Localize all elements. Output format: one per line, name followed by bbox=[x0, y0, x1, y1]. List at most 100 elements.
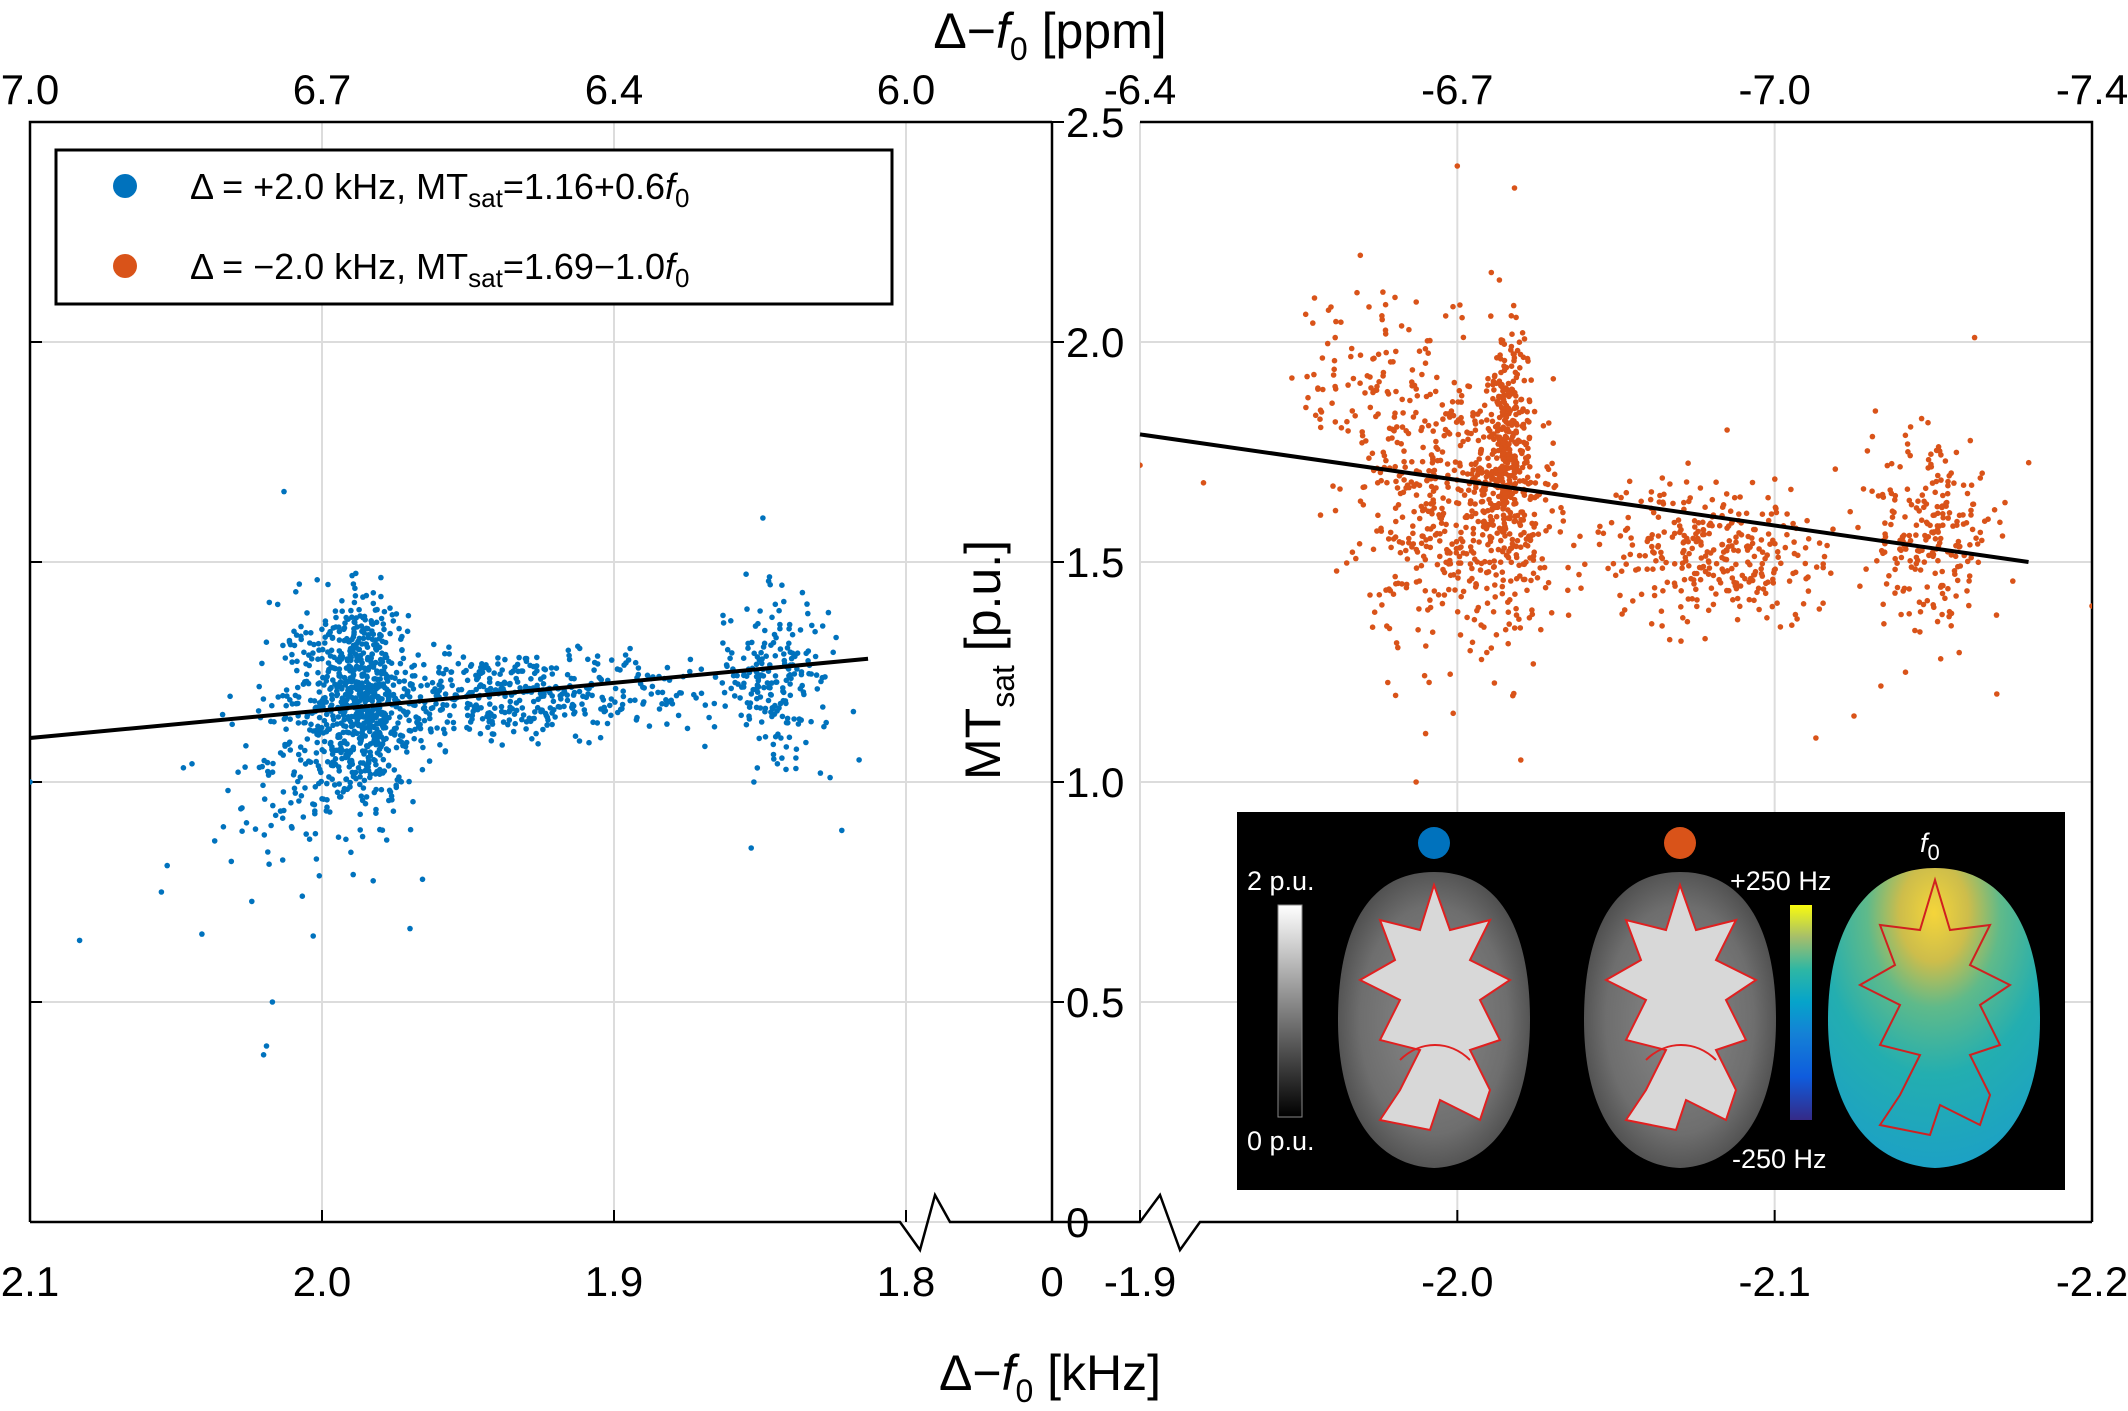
data-point-negative bbox=[1937, 535, 1944, 542]
data-point-positive bbox=[495, 661, 501, 667]
data-point-positive bbox=[329, 635, 336, 641]
data-point-positive bbox=[361, 691, 367, 697]
data-point-negative bbox=[1493, 572, 1499, 578]
data-point-negative bbox=[1577, 533, 1583, 540]
data-point-negative bbox=[1733, 561, 1739, 568]
data-point-positive bbox=[324, 759, 331, 765]
data-point-positive bbox=[303, 629, 309, 636]
data-point-positive bbox=[499, 742, 506, 748]
data-point-positive bbox=[635, 665, 642, 671]
data-point-positive bbox=[513, 675, 519, 682]
data-point-negative bbox=[1675, 517, 1682, 523]
data-point-negative bbox=[1750, 526, 1757, 533]
data-point-negative bbox=[1824, 542, 1830, 549]
data-point-positive bbox=[464, 677, 471, 684]
data-point-positive bbox=[648, 691, 655, 697]
data-point-negative bbox=[1494, 504, 1501, 511]
data-point-negative bbox=[1384, 388, 1391, 395]
data-point-negative bbox=[1676, 523, 1683, 529]
data-point-positive bbox=[388, 710, 395, 716]
data-point-positive bbox=[768, 680, 775, 686]
data-point-positive bbox=[336, 781, 343, 787]
data-point-negative bbox=[1790, 520, 1796, 527]
data-point-negative bbox=[1484, 600, 1491, 606]
data-point-negative bbox=[1966, 578, 1972, 584]
data-point-negative bbox=[1608, 519, 1615, 526]
data-point-negative bbox=[1393, 478, 1399, 485]
data-point-positive bbox=[436, 670, 443, 676]
data-point-negative bbox=[1618, 568, 1625, 574]
data-point-positive bbox=[579, 701, 585, 707]
data-point-positive bbox=[304, 610, 310, 616]
data-point-positive bbox=[416, 716, 422, 722]
data-point-positive bbox=[747, 700, 754, 706]
data-point-negative bbox=[1451, 379, 1458, 386]
bottom-tick-label: 1.8 bbox=[877, 1258, 935, 1305]
data-point-positive bbox=[438, 678, 444, 684]
data-point-positive bbox=[793, 765, 799, 772]
data-point-positive bbox=[396, 625, 402, 632]
data-point-positive bbox=[335, 834, 342, 840]
data-point-negative bbox=[1744, 547, 1751, 553]
data-point-positive bbox=[336, 628, 343, 635]
data-point-positive bbox=[308, 630, 314, 636]
data-point-negative bbox=[1517, 351, 1524, 358]
data-point-negative bbox=[1512, 591, 1518, 597]
data-point-negative bbox=[1820, 564, 1826, 571]
data-point-positive bbox=[316, 714, 323, 721]
bottom-tick-label: 2.0 bbox=[293, 1258, 351, 1305]
data-point-positive bbox=[447, 677, 454, 683]
data-point-negative bbox=[1493, 513, 1500, 520]
axes-frames bbox=[28, 120, 2094, 1253]
data-point-positive bbox=[656, 706, 663, 712]
data-point-positive bbox=[336, 624, 342, 630]
data-point-negative bbox=[1393, 581, 1399, 587]
data-point-positive bbox=[581, 707, 588, 713]
data-point-positive bbox=[451, 703, 457, 709]
data-point-negative bbox=[1897, 464, 1903, 470]
data-point-negative bbox=[1431, 505, 1437, 511]
data-point-negative bbox=[1597, 523, 1603, 530]
data-point-negative bbox=[1469, 639, 1476, 646]
data-point-negative bbox=[1940, 582, 1946, 589]
data-point-positive bbox=[492, 705, 498, 711]
data-point-negative bbox=[1939, 568, 1945, 575]
data-point-negative bbox=[1542, 497, 1549, 503]
data-point-positive bbox=[362, 748, 369, 754]
data-point-positive bbox=[591, 667, 597, 673]
data-point-negative bbox=[1541, 564, 1548, 571]
data-point-positive bbox=[334, 657, 341, 663]
data-point-negative bbox=[1444, 461, 1451, 467]
data-point-positive bbox=[300, 814, 307, 820]
data-point-positive bbox=[823, 719, 829, 726]
data-point-negative bbox=[1539, 556, 1545, 562]
data-point-negative bbox=[1392, 294, 1398, 301]
data-point-negative bbox=[1415, 627, 1421, 633]
data-point-negative bbox=[1464, 614, 1470, 621]
data-point-negative bbox=[1737, 583, 1744, 589]
data-point-negative bbox=[1411, 483, 1417, 489]
data-point-negative bbox=[1329, 400, 1335, 407]
data-point-negative bbox=[1379, 316, 1385, 323]
data-point-positive bbox=[424, 682, 431, 688]
data-point-positive bbox=[471, 704, 478, 710]
y-tick-label: 0 bbox=[1066, 1199, 1089, 1246]
data-point-positive bbox=[791, 716, 797, 722]
data-point-negative bbox=[1869, 433, 1876, 440]
data-point-negative bbox=[1461, 492, 1468, 498]
data-point-negative bbox=[1423, 643, 1429, 649]
data-point-negative bbox=[1963, 520, 1970, 526]
data-point-positive bbox=[303, 831, 310, 837]
data-point-negative bbox=[1380, 289, 1386, 295]
data-point-negative bbox=[1977, 475, 1984, 481]
data-point-negative bbox=[1733, 534, 1739, 540]
data-point-negative bbox=[1513, 575, 1520, 582]
data-point-positive bbox=[427, 715, 433, 722]
data-point-positive bbox=[633, 717, 640, 723]
data-point-negative bbox=[1410, 530, 1416, 537]
data-point-positive bbox=[289, 651, 295, 658]
data-point-negative bbox=[1693, 586, 1699, 593]
data-point-negative bbox=[1499, 590, 1506, 597]
data-point-negative bbox=[1516, 616, 1522, 622]
data-point-positive bbox=[791, 671, 798, 677]
